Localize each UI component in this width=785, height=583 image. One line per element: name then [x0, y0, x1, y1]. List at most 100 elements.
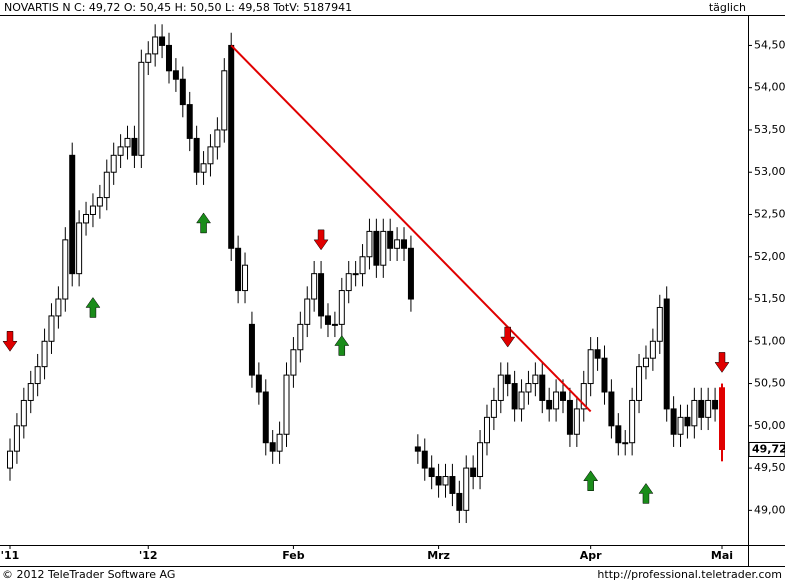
candle-body	[629, 399, 636, 444]
candle-body	[401, 239, 408, 249]
candle-body	[69, 154, 76, 275]
candle-body	[394, 239, 401, 249]
last-price-box	[748, 441, 785, 457]
y-tick-label: 52,50	[754, 207, 785, 220]
candle-body	[27, 383, 34, 401]
candle-body	[608, 391, 615, 427]
candle-body	[712, 399, 719, 410]
signal-arrow	[500, 326, 516, 348]
signal-arrow	[334, 335, 350, 356]
signal-arrow	[85, 297, 101, 318]
candle-body	[380, 230, 387, 266]
candle-body	[615, 425, 622, 444]
candle-body	[179, 78, 186, 106]
x-tick-label: '11	[1, 549, 20, 562]
candle-body	[663, 298, 670, 410]
signal-arrow	[313, 229, 329, 251]
candle-body	[13, 425, 20, 452]
candle-body	[152, 36, 159, 55]
candle-body	[359, 256, 366, 275]
candle-body	[55, 298, 62, 317]
footer-left: © 2012 TeleTrader Software AG	[2, 568, 175, 581]
footer-right: http://professional.teletrader.com	[597, 568, 782, 581]
last-price-label: 49,72	[752, 442, 785, 455]
y-tick-label: 51,50	[754, 292, 785, 305]
candle-body	[560, 391, 567, 401]
candle-body	[518, 391, 525, 410]
candle-body	[304, 298, 311, 325]
y-tick-label: 51,00	[754, 334, 785, 347]
y-tick-label: 54,50	[754, 38, 785, 51]
candle-body	[76, 222, 83, 275]
candle-body	[41, 340, 48, 368]
y-tick-label: 54,00	[754, 81, 785, 94]
trend-line	[230, 44, 592, 413]
candle-body	[483, 416, 490, 444]
chart-title: NOVARTIS N C: 49,72 O: 50,45 H: 50,50 L:…	[4, 1, 352, 14]
candle-body	[656, 306, 663, 342]
candle-body	[642, 357, 649, 368]
signal-arrow	[638, 483, 654, 504]
candle-body	[255, 374, 262, 393]
candle-body	[649, 340, 656, 359]
candle-body	[269, 442, 276, 452]
candle-body	[477, 442, 484, 478]
candle-body	[83, 213, 90, 224]
candle-body	[387, 230, 394, 249]
candle-body	[242, 264, 249, 292]
candle-body	[442, 476, 449, 486]
candle-body	[103, 171, 110, 199]
candle-body	[145, 53, 152, 63]
candle-body	[587, 349, 594, 385]
candle-body	[566, 399, 573, 435]
candle-body	[283, 374, 290, 435]
candle-body	[331, 323, 338, 326]
x-tick-label: Apr	[580, 549, 602, 562]
candle-body	[470, 467, 477, 478]
candle-body	[338, 290, 345, 325]
candle-body	[228, 44, 235, 249]
candle-body	[525, 383, 532, 393]
candle-body	[110, 154, 117, 173]
candle-body	[580, 383, 587, 410]
candle-body	[62, 239, 69, 300]
candle-body	[511, 383, 518, 410]
candle-body	[131, 137, 138, 156]
y-tick-label: 50,50	[754, 377, 785, 390]
candle-body	[719, 387, 725, 450]
x-tick-label: Mrz	[427, 549, 450, 562]
candle-body	[677, 416, 684, 435]
candle-body	[290, 349, 297, 376]
candle-body	[407, 247, 414, 300]
candle-body	[318, 273, 325, 317]
candle-body	[449, 476, 456, 494]
candle-body	[172, 70, 179, 80]
candle-body	[214, 129, 221, 148]
candle-body	[324, 315, 331, 325]
candle-body	[345, 273, 352, 292]
candle-body	[297, 323, 304, 351]
candle-body	[193, 137, 200, 173]
candle-body	[705, 399, 712, 418]
candle-body	[248, 323, 255, 376]
candle-body	[138, 61, 145, 156]
candle-body	[601, 357, 608, 393]
y-tick-label: 49,00	[754, 503, 785, 516]
candle-body	[691, 399, 698, 427]
candle-body	[504, 374, 511, 385]
y-tick-label: 49,50	[754, 461, 785, 474]
x-tick-label: Mai	[711, 549, 733, 562]
candle-body	[89, 205, 96, 215]
candle-body	[573, 408, 580, 435]
y-tick-label: 52,00	[754, 250, 785, 263]
candle-body	[207, 146, 214, 165]
candle-body	[636, 366, 643, 401]
candle-body	[48, 315, 55, 342]
candle-body	[276, 433, 283, 452]
candle-body	[117, 146, 124, 156]
x-tick-label: Feb	[282, 549, 305, 562]
signal-arrow	[583, 470, 599, 492]
candle-body	[546, 399, 553, 410]
candle-body	[539, 374, 546, 401]
signal-arrow	[196, 212, 212, 234]
